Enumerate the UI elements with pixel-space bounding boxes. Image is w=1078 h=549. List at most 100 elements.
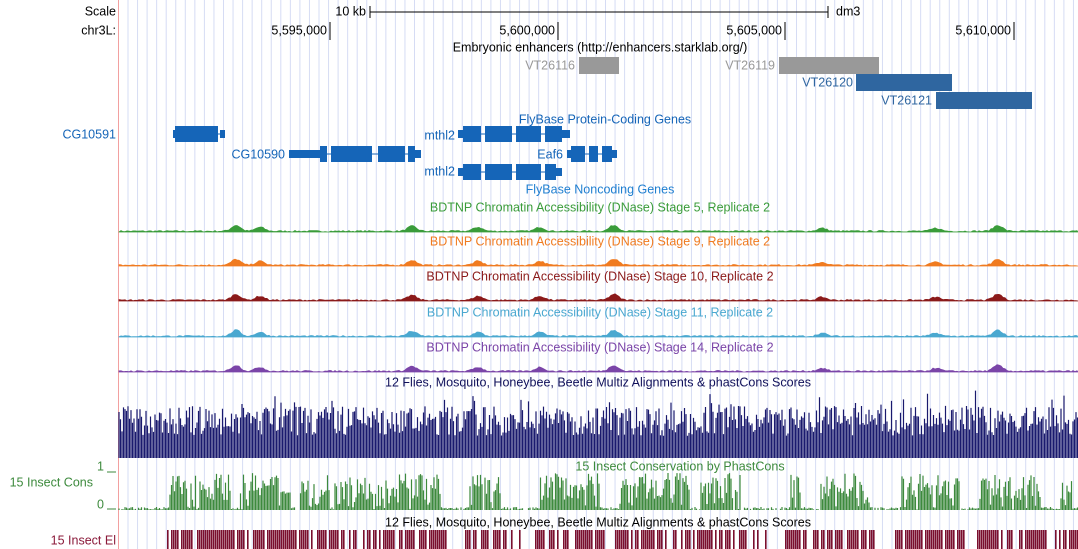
element bbox=[909, 530, 911, 549]
element bbox=[803, 530, 805, 549]
element bbox=[685, 530, 687, 549]
tick-label: 5,610,000 bbox=[955, 23, 1011, 37]
element bbox=[675, 530, 677, 549]
conserved-elements bbox=[167, 530, 1078, 549]
element bbox=[511, 530, 513, 549]
element bbox=[977, 530, 979, 549]
track-title: 12 Flies, Mosquito, Honeybee, Beetle Mul… bbox=[385, 375, 811, 389]
element bbox=[1065, 530, 1067, 549]
dnase-signal bbox=[117, 225, 1078, 233]
element bbox=[863, 530, 865, 549]
utr bbox=[556, 168, 562, 176]
element bbox=[631, 530, 633, 549]
element bbox=[177, 530, 179, 549]
element bbox=[331, 530, 333, 549]
feature-label: VT26121 bbox=[881, 93, 932, 107]
element bbox=[957, 530, 959, 549]
element bbox=[841, 530, 843, 549]
element bbox=[727, 530, 729, 549]
element bbox=[995, 530, 997, 549]
element bbox=[983, 530, 985, 549]
element bbox=[793, 530, 795, 549]
element bbox=[623, 530, 625, 549]
track-title: FlyBase Noncoding Genes bbox=[526, 182, 675, 196]
element bbox=[211, 530, 213, 549]
element bbox=[567, 530, 569, 549]
element bbox=[799, 530, 801, 549]
element bbox=[445, 530, 447, 549]
element bbox=[947, 530, 949, 549]
element bbox=[221, 530, 223, 549]
element bbox=[231, 530, 233, 549]
exon bbox=[545, 126, 562, 142]
exon bbox=[602, 146, 612, 162]
element bbox=[205, 530, 207, 549]
element bbox=[473, 530, 475, 549]
element bbox=[873, 530, 875, 549]
element bbox=[325, 530, 327, 549]
exon bbox=[463, 164, 481, 180]
element bbox=[921, 530, 923, 549]
element bbox=[929, 530, 931, 549]
utr bbox=[612, 150, 617, 158]
element bbox=[337, 530, 339, 549]
element bbox=[281, 530, 283, 549]
element bbox=[389, 530, 391, 549]
element bbox=[551, 530, 553, 549]
element bbox=[1001, 530, 1003, 549]
element bbox=[865, 530, 867, 549]
element bbox=[197, 530, 199, 549]
element bbox=[465, 530, 467, 549]
element bbox=[259, 530, 261, 549]
element bbox=[241, 530, 243, 549]
element bbox=[475, 530, 477, 549]
element bbox=[287, 530, 289, 549]
element bbox=[413, 530, 415, 549]
element bbox=[565, 530, 567, 549]
multiz-bars bbox=[118, 390, 1078, 458]
element bbox=[917, 530, 919, 549]
element bbox=[293, 530, 295, 549]
element bbox=[919, 530, 921, 549]
element bbox=[247, 530, 249, 549]
element bbox=[805, 530, 807, 549]
exon bbox=[485, 164, 512, 180]
element bbox=[223, 530, 225, 549]
element bbox=[687, 530, 689, 549]
element bbox=[425, 530, 427, 549]
element bbox=[579, 530, 581, 549]
multiz-signal bbox=[118, 390, 1078, 458]
element bbox=[549, 530, 551, 549]
element bbox=[815, 530, 817, 549]
element bbox=[1071, 530, 1073, 549]
element bbox=[941, 530, 943, 549]
element bbox=[835, 530, 837, 549]
element bbox=[301, 530, 303, 549]
element bbox=[535, 530, 537, 549]
element bbox=[831, 530, 833, 549]
element bbox=[499, 530, 501, 549]
element bbox=[673, 530, 675, 549]
element bbox=[481, 530, 483, 549]
element bbox=[649, 530, 651, 549]
element bbox=[469, 530, 471, 549]
dnase-signal bbox=[118, 364, 1078, 373]
element bbox=[435, 530, 437, 549]
element bbox=[701, 530, 703, 549]
element bbox=[959, 530, 961, 549]
element bbox=[1063, 530, 1065, 549]
dnase-signal bbox=[118, 293, 1078, 302]
element bbox=[215, 530, 217, 549]
element bbox=[657, 530, 659, 549]
element bbox=[991, 530, 993, 549]
scale-size: 10 kb bbox=[335, 4, 366, 18]
element bbox=[419, 530, 421, 549]
element bbox=[813, 530, 815, 549]
track-title: BDTNP Chromatin Accessibility (DNase) St… bbox=[426, 340, 773, 354]
element bbox=[1019, 530, 1021, 549]
element bbox=[907, 530, 909, 549]
element bbox=[255, 530, 257, 549]
element bbox=[563, 530, 565, 549]
exon bbox=[571, 146, 585, 162]
feature bbox=[856, 74, 952, 91]
